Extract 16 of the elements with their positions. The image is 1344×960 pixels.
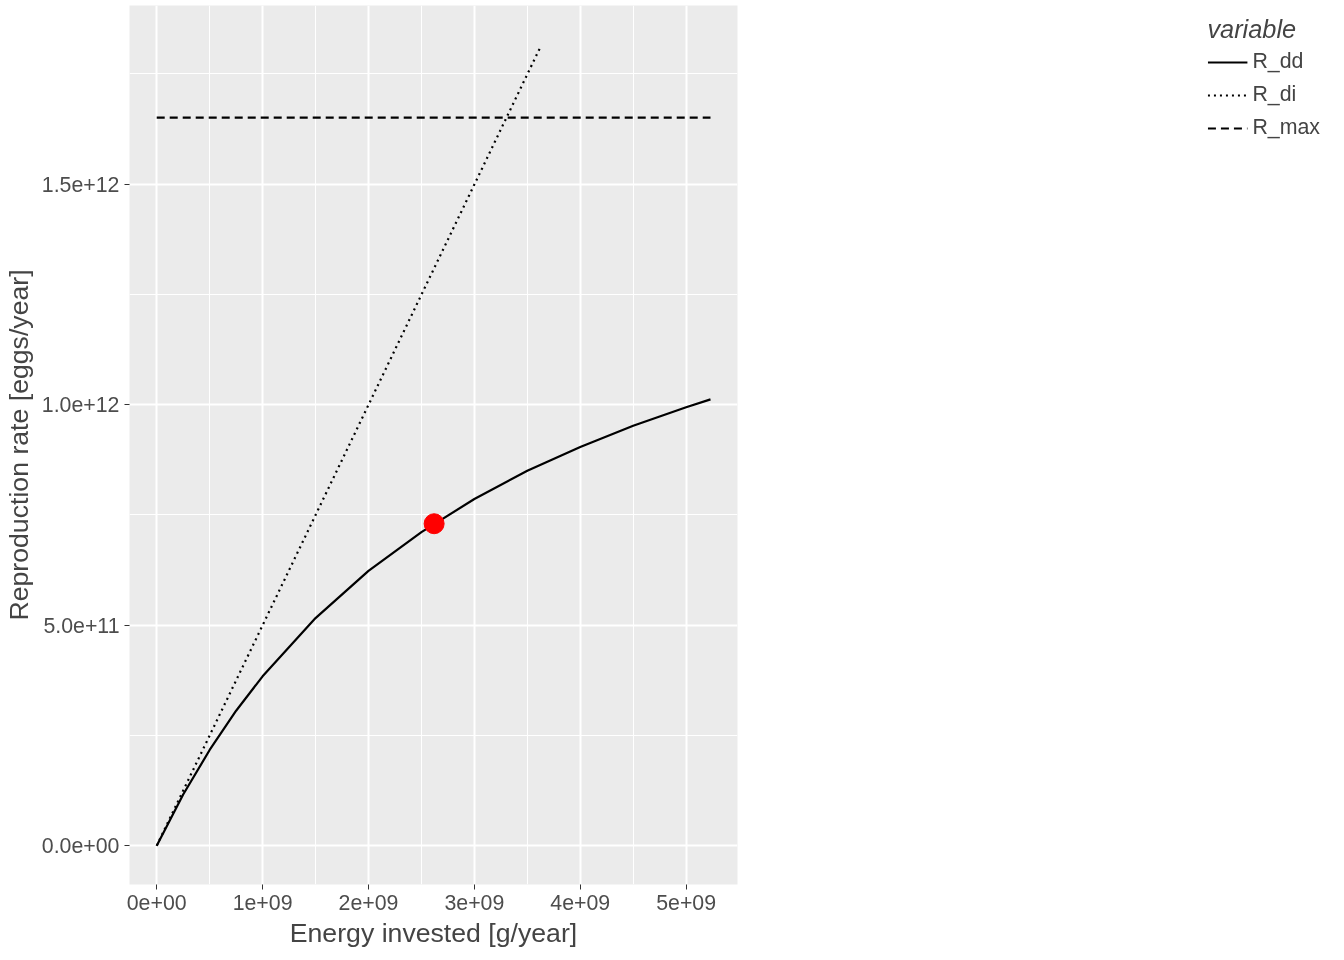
legend-label: R_di [1252, 82, 1297, 107]
x-tick-label: 1e+09 [232, 890, 293, 915]
y-axis-title: Reproduction rate [eggs/year] [3, 269, 34, 621]
x-tick-label: 5e+09 [656, 890, 717, 915]
x-axis-title: Energy invested [g/year] [289, 917, 578, 948]
y-tick-label: 1.0e+12 [41, 393, 120, 418]
legend-title: variable [1207, 15, 1298, 44]
y-tick-label: 5.0e+11 [43, 613, 120, 638]
x-tick-label: 2e+09 [338, 890, 399, 915]
legend-label: R_dd [1252, 49, 1304, 74]
y-tick-label: 0.0e+00 [41, 834, 120, 859]
x-tick-label: 3e+09 [444, 890, 505, 915]
x-tick-label: 4e+09 [550, 890, 611, 915]
x-tick-label: 0e+00 [126, 890, 187, 915]
legend-label: R_max [1252, 115, 1320, 140]
y-tick-label: 1.5e+12 [41, 172, 120, 197]
